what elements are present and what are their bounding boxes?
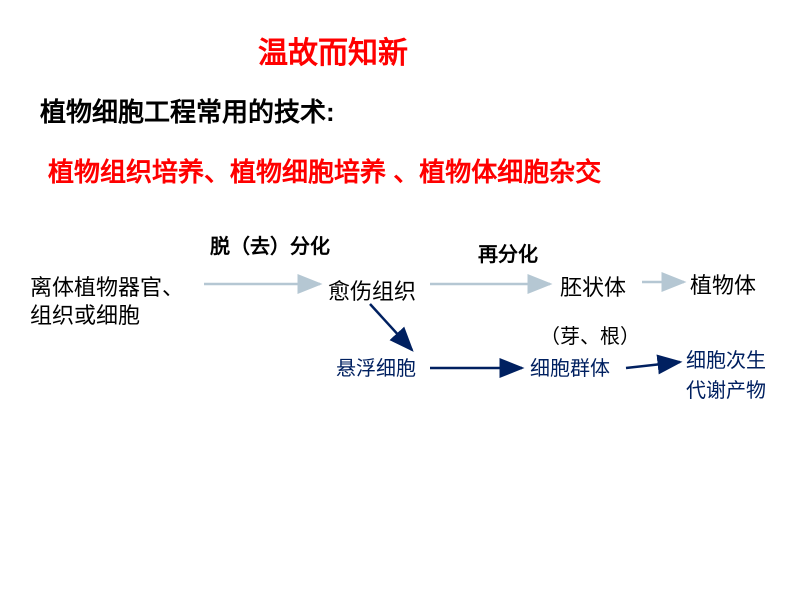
flow-cell-group: 细胞群体 — [530, 352, 610, 381]
flow-plant: 植物体 — [690, 268, 756, 300]
flow-suspended-cells: 悬浮细胞 — [336, 352, 416, 381]
arrow-6 — [626, 362, 680, 368]
flow-start-line2: 组织或细胞 — [30, 298, 140, 330]
techniques-line: 植物组织培养、植物细胞培养 、植物体细胞杂交 — [48, 152, 601, 189]
flow-redifferentiation: 再分化 — [478, 238, 538, 267]
flow-product-line2: 代谢产物 — [686, 374, 766, 403]
arrow-4 — [370, 304, 412, 350]
diagram-stage: 温故而知新 植物细胞工程常用的技术: 植物组织培养、植物细胞培养 、植物体细胞杂… — [0, 0, 800, 600]
title: 温故而知新 — [258, 28, 408, 72]
subtitle: 植物细胞工程常用的技术: — [40, 92, 335, 129]
flow-embryo: 胚状体 — [560, 270, 626, 302]
flow-dedifferentiation: 脱（去）分化 — [210, 230, 330, 259]
flow-bud-root: （芽、根） — [540, 320, 640, 349]
flow-product-line1: 细胞次生 — [686, 344, 766, 373]
flow-callus: 愈伤组织 — [328, 274, 416, 306]
